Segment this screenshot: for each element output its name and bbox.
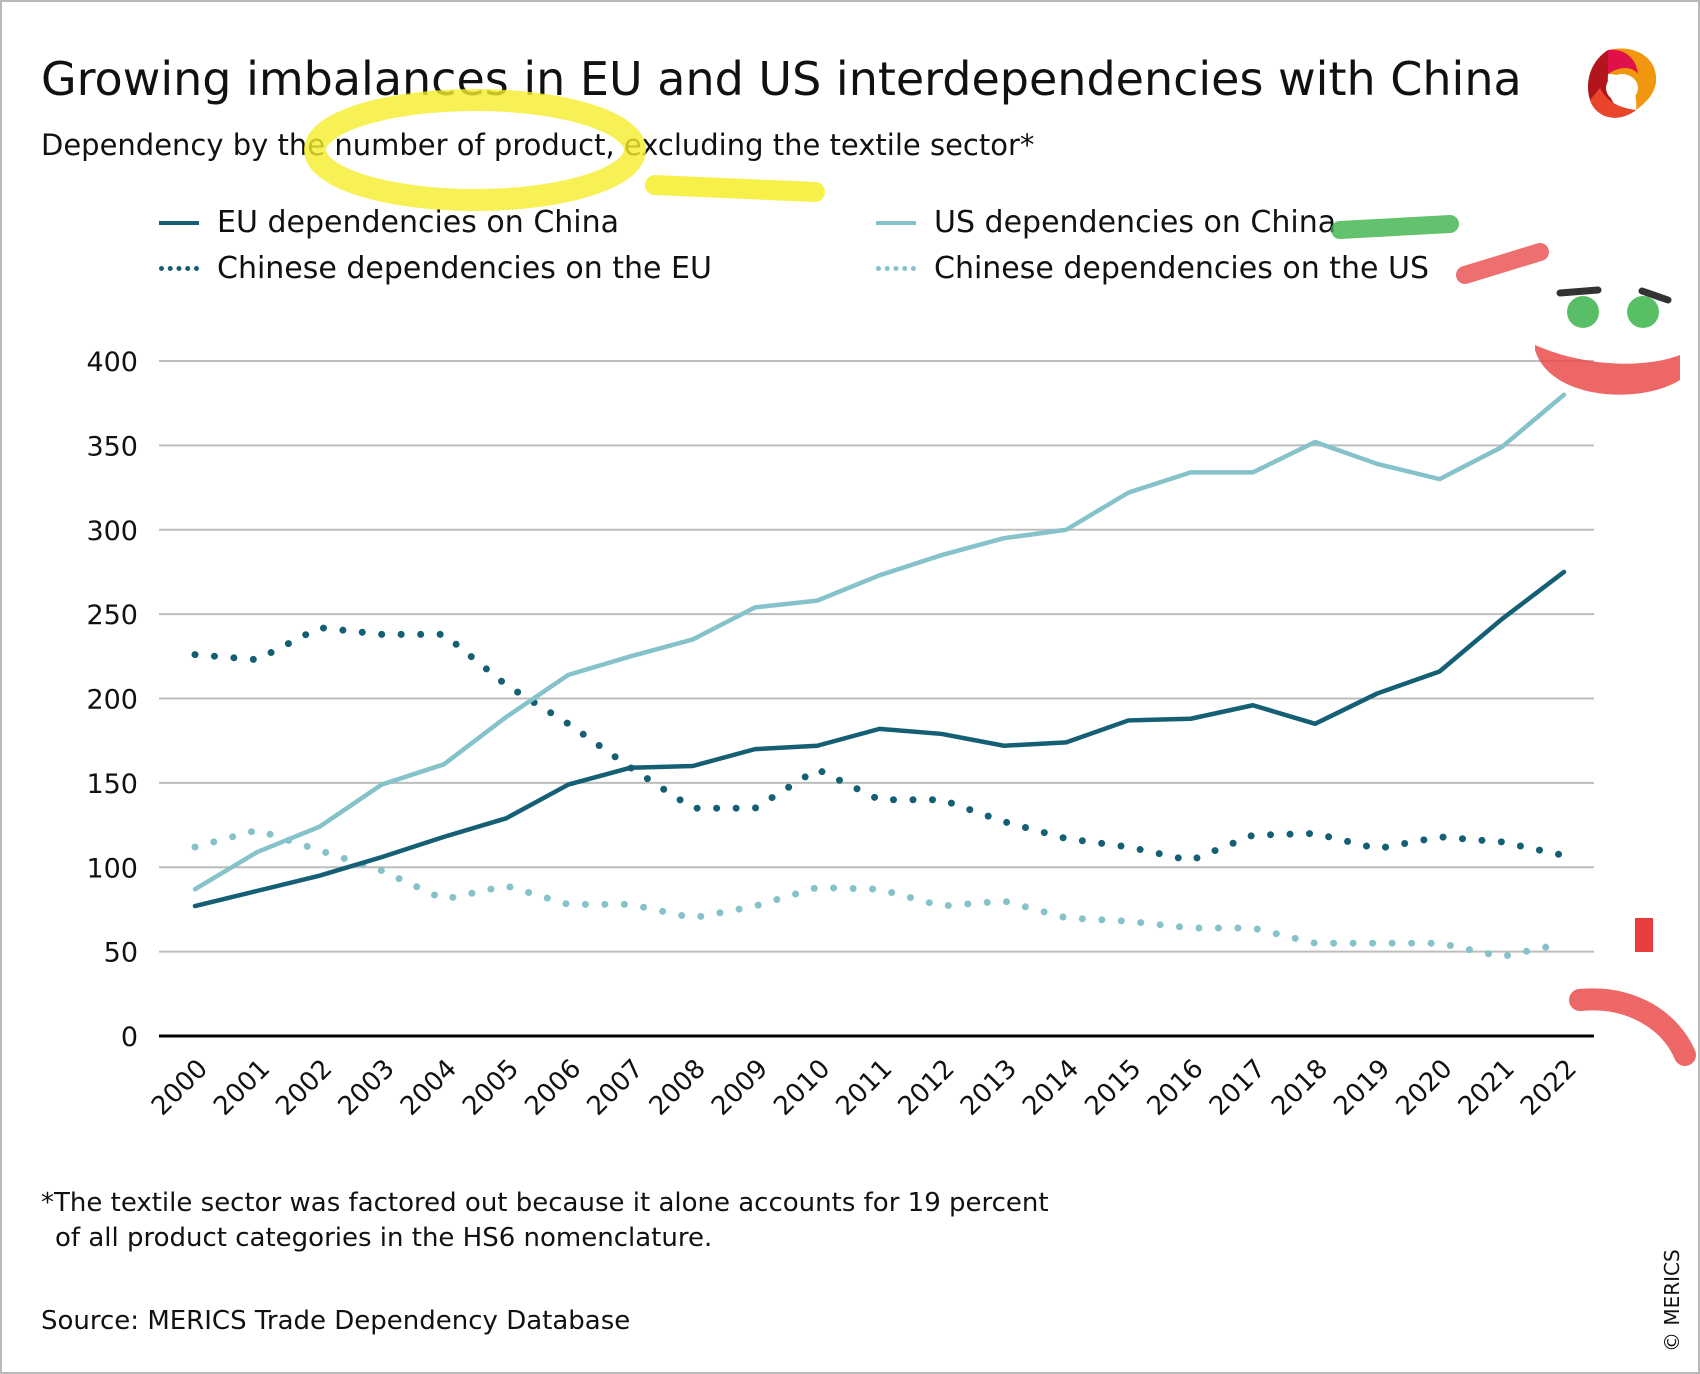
series-line-us-dependencies-on-china [192, 392, 1567, 892]
x-tick-label: 2009 [706, 1054, 774, 1122]
legend-swatch [159, 266, 199, 271]
y-tick-label: 350 [86, 431, 138, 462]
legend-swatch [876, 266, 916, 271]
chart-title: Growing imbalances in EU and US interdep… [41, 52, 1522, 106]
x-tick-label: 2015 [1079, 1054, 1147, 1122]
merics-logo-icon [1588, 48, 1657, 118]
x-tick-label: 2005 [457, 1054, 525, 1122]
x-tick-label: 2017 [1204, 1054, 1272, 1122]
y-tick-label: 50 [104, 938, 138, 969]
x-tick-label: 2021 [1453, 1054, 1521, 1122]
x-tick-label: 2018 [1266, 1054, 1334, 1122]
x-tick-label: 2010 [768, 1054, 836, 1122]
legend-item-china-on-eu: Chinese dependencies on the EU [159, 251, 712, 286]
series-line-eu-dependencies-on-china [192, 569, 1567, 909]
x-tick-label: 2001 [208, 1054, 276, 1122]
legend-label: Chinese dependencies on the US [934, 251, 1430, 286]
y-tick-label: 200 [86, 685, 138, 716]
y-tick-label: 250 [86, 600, 138, 631]
copyright-note: © MERICS [1660, 1249, 1684, 1352]
legend-item-us-on-china: US dependencies on China [876, 205, 1336, 240]
x-tick-label: 2003 [333, 1054, 401, 1122]
x-tick-label: 2016 [1142, 1054, 1210, 1122]
legend-item-china-on-us: Chinese dependencies on the US [876, 251, 1429, 286]
x-tick-label: 2014 [1017, 1054, 1085, 1122]
x-tick-label: 2004 [395, 1054, 463, 1122]
footnote-line-2: of all product categories in the HS6 nom… [55, 1223, 713, 1253]
x-tick-label: 2002 [270, 1054, 338, 1122]
legend-swatch [876, 220, 916, 225]
x-tick-label: 2012 [893, 1054, 961, 1122]
x-tick-label: 2020 [1390, 1054, 1458, 1122]
legend-label: US dependencies on China [934, 205, 1337, 240]
legend-label: Chinese dependencies on the EU [217, 251, 712, 286]
x-tick-label: 2022 [1515, 1054, 1583, 1122]
x-tick-label: 2000 [146, 1054, 214, 1122]
x-tick-label: 2011 [830, 1054, 898, 1122]
y-tick-label: 150 [86, 769, 138, 800]
y-tick-label: 400 [86, 347, 138, 378]
legend-swatch [159, 220, 199, 225]
y-tick-label: 100 [86, 853, 138, 884]
y-tick-label: 300 [86, 516, 138, 547]
x-tick-label: 2008 [644, 1054, 712, 1122]
x-tick-label: 2019 [1328, 1054, 1396, 1122]
footnote-line-1: *The textile sector was factored out bec… [41, 1188, 1049, 1218]
source-note: Source: MERICS Trade Dependency Database [41, 1306, 631, 1336]
series-line-chinese-dependencies-on-the-us [191, 826, 1568, 961]
series-line-chinese-dependencies-on-the-eu [191, 624, 1568, 864]
x-tick-label: 2013 [955, 1054, 1023, 1122]
x-tick-label: 2007 [582, 1054, 650, 1122]
y-tick-label: 0 [121, 1022, 138, 1053]
x-tick-label: 2006 [519, 1054, 587, 1122]
